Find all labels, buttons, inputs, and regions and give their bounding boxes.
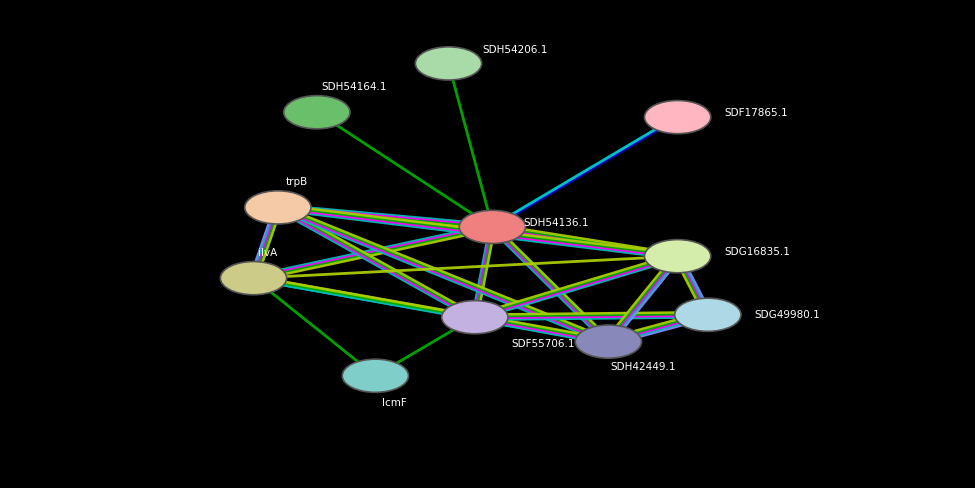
Circle shape [415,47,482,80]
Circle shape [245,191,311,224]
Circle shape [575,325,642,358]
Text: SDH42449.1: SDH42449.1 [610,362,676,372]
Text: SDH54136.1: SDH54136.1 [524,218,589,228]
Text: SDF55706.1: SDF55706.1 [512,339,575,349]
Text: ilvA: ilvA [258,248,278,258]
Text: SDG49980.1: SDG49980.1 [755,310,820,320]
Circle shape [644,101,711,134]
Text: lcmF: lcmF [382,398,407,407]
Circle shape [342,359,409,392]
Text: SDF17865.1: SDF17865.1 [724,108,788,118]
Text: trpB: trpB [286,177,308,187]
Circle shape [644,240,711,273]
Circle shape [675,298,741,331]
Text: SDH54164.1: SDH54164.1 [322,82,387,92]
Circle shape [220,262,287,295]
Text: SDG16835.1: SDG16835.1 [724,247,791,257]
Text: SDH54206.1: SDH54206.1 [483,45,548,55]
Circle shape [459,210,526,244]
Circle shape [284,96,350,129]
Circle shape [442,301,508,334]
